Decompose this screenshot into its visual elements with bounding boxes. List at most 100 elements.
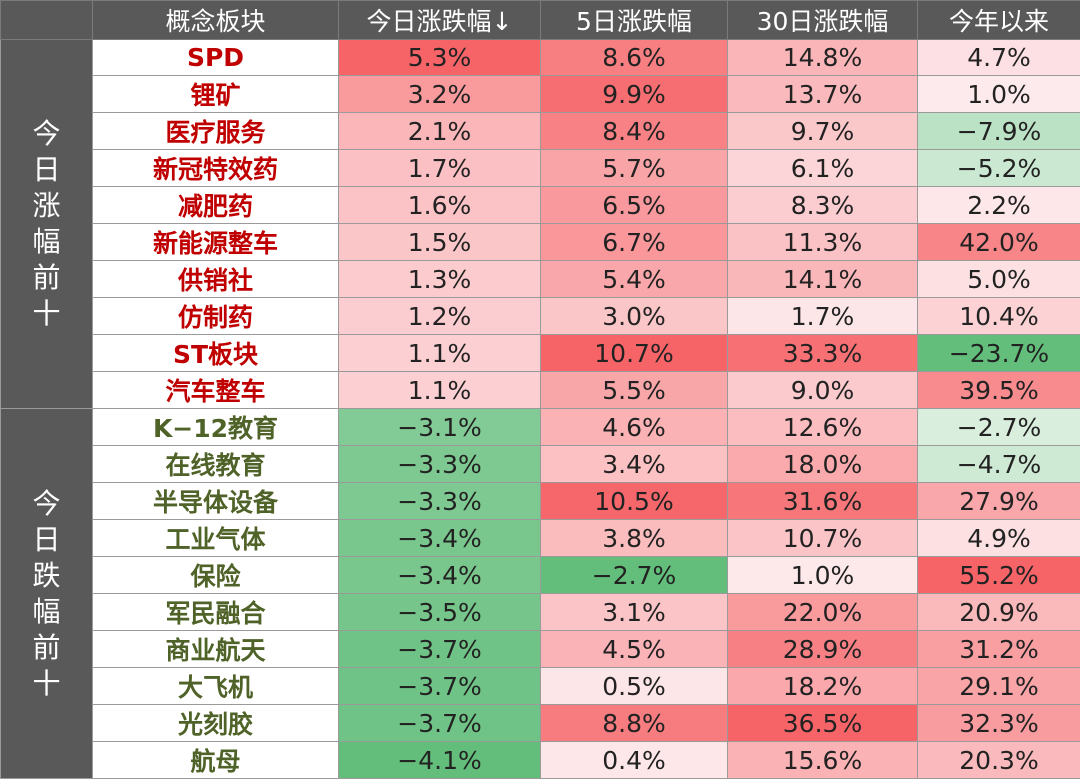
day-change-cell: 3.2% bbox=[339, 76, 541, 113]
ytd-change-cell: 4.9% bbox=[918, 520, 1080, 557]
sector-name-cell[interactable]: 新冠特效药 bbox=[93, 150, 339, 187]
sector-name-cell[interactable]: 光刻胶 bbox=[93, 705, 339, 742]
ytd-change-cell: 10.4% bbox=[918, 298, 1080, 335]
d30-change-cell: 18.0% bbox=[728, 446, 918, 483]
ytd-change-cell: −7.9% bbox=[918, 113, 1080, 150]
sector-name-cell[interactable]: 保险 bbox=[93, 557, 339, 594]
ytd-change-cell: 39.5% bbox=[918, 372, 1080, 409]
ytd-change-cell: 5.0% bbox=[918, 261, 1080, 298]
sector-name-cell[interactable]: 锂矿 bbox=[93, 76, 339, 113]
header-today-change-sorted[interactable]: 今日涨跌幅↓ bbox=[339, 1, 541, 40]
ytd-change-cell: 29.1% bbox=[918, 668, 1080, 705]
ytd-change-cell: −23.7% bbox=[918, 335, 1080, 372]
day-change-cell: −3.7% bbox=[339, 631, 541, 668]
sector-name-cell[interactable]: 航母 bbox=[93, 742, 339, 779]
day-change-cell: −3.5% bbox=[339, 594, 541, 631]
ytd-change-cell: 42.0% bbox=[918, 224, 1080, 261]
group-label-char: 十 bbox=[1, 666, 92, 702]
sector-name-cell[interactable]: 半导体设备 bbox=[93, 483, 339, 520]
sector-name-cell[interactable]: 在线教育 bbox=[93, 446, 339, 483]
header-30day-change[interactable]: 30日涨跌幅 bbox=[728, 1, 918, 40]
table-row[interactable]: 军民融合−3.5%3.1%22.0%20.9% bbox=[1, 594, 1080, 631]
ytd-change-cell: 2.2% bbox=[918, 187, 1080, 224]
sector-name-cell[interactable]: ST板块 bbox=[93, 335, 339, 372]
sector-name-cell[interactable]: 减肥药 bbox=[93, 187, 339, 224]
day-change-cell: 1.5% bbox=[339, 224, 541, 261]
sector-name-cell[interactable]: 汽车整车 bbox=[93, 372, 339, 409]
d30-change-cell: 12.6% bbox=[728, 409, 918, 446]
day-change-cell: −3.4% bbox=[339, 557, 541, 594]
d30-change-cell: 36.5% bbox=[728, 705, 918, 742]
day-change-cell: 1.1% bbox=[339, 372, 541, 409]
d30-change-cell: 18.2% bbox=[728, 668, 918, 705]
ytd-change-cell: −5.2% bbox=[918, 150, 1080, 187]
day-change-cell: −3.1% bbox=[339, 409, 541, 446]
table-row[interactable]: 商业航天−3.7%4.5%28.9%31.2% bbox=[1, 631, 1080, 668]
d30-change-cell: 10.7% bbox=[728, 520, 918, 557]
day-change-cell: 1.7% bbox=[339, 150, 541, 187]
group-label-char: 前 bbox=[1, 630, 92, 666]
header-ytd-change[interactable]: 今年以来 bbox=[918, 1, 1080, 40]
table-row[interactable]: 大飞机−3.7%0.5%18.2%29.1% bbox=[1, 668, 1080, 705]
day-change-cell: −3.7% bbox=[339, 705, 541, 742]
table-row[interactable]: 航母−4.1%0.4%15.6%20.3% bbox=[1, 742, 1080, 779]
ytd-change-cell: 31.2% bbox=[918, 631, 1080, 668]
d30-change-cell: 33.3% bbox=[728, 335, 918, 372]
sector-name-cell[interactable]: 仿制药 bbox=[93, 298, 339, 335]
group-label-top-losers: 今日跌幅前十 bbox=[1, 409, 93, 779]
group-label-char: 日 bbox=[1, 152, 92, 188]
sector-name-cell[interactable]: 大飞机 bbox=[93, 668, 339, 705]
d30-change-cell: 28.9% bbox=[728, 631, 918, 668]
table-row[interactable]: 光刻胶−3.7%8.8%36.5%32.3% bbox=[1, 705, 1080, 742]
sector-name-cell[interactable]: 医疗服务 bbox=[93, 113, 339, 150]
d30-change-cell: 6.1% bbox=[728, 150, 918, 187]
day-change-cell: 5.3% bbox=[339, 40, 541, 76]
sector-name-cell[interactable]: 商业航天 bbox=[93, 631, 339, 668]
ytd-change-cell: −4.7% bbox=[918, 446, 1080, 483]
table-row[interactable]: 保险−3.4%−2.7%1.0%55.2% bbox=[1, 557, 1080, 594]
sector-name-cell[interactable]: K−12教育 bbox=[93, 409, 339, 446]
day-change-cell: 1.3% bbox=[339, 261, 541, 298]
sector-name-cell[interactable]: 军民融合 bbox=[93, 594, 339, 631]
d5-change-cell: 3.8% bbox=[541, 520, 728, 557]
group-label-char: 跌 bbox=[1, 558, 92, 594]
sector-name-cell[interactable]: 新能源整车 bbox=[93, 224, 339, 261]
header-concept-sector[interactable]: 概念板块 bbox=[93, 1, 339, 40]
d30-change-cell: 15.6% bbox=[728, 742, 918, 779]
sector-name-cell[interactable]: SPD bbox=[93, 40, 339, 76]
d30-change-cell: 8.3% bbox=[728, 187, 918, 224]
ytd-change-cell: −2.7% bbox=[918, 409, 1080, 446]
ytd-change-cell: 20.3% bbox=[918, 742, 1080, 779]
header-5day-change[interactable]: 5日涨跌幅 bbox=[541, 1, 728, 40]
header-row: 概念板块 今日涨跌幅↓ 5日涨跌幅 30日涨跌幅 今年以来 bbox=[1, 1, 1080, 40]
d5-change-cell: 10.5% bbox=[541, 483, 728, 520]
d5-change-cell: 0.4% bbox=[541, 742, 728, 779]
d5-change-cell: 5.4% bbox=[541, 261, 728, 298]
group-label-top-gainers: 今日涨幅前十 bbox=[1, 40, 93, 409]
d5-change-cell: 8.6% bbox=[541, 40, 728, 76]
sector-name-cell[interactable]: 供销社 bbox=[93, 261, 339, 298]
table-row[interactable]: 在线教育−3.3%3.4%18.0%−4.7% bbox=[1, 446, 1080, 483]
day-change-cell: −3.7% bbox=[339, 668, 541, 705]
table-row[interactable]: 工业气体−3.4%3.8%10.7%4.9% bbox=[1, 520, 1080, 557]
ytd-change-cell: 55.2% bbox=[918, 557, 1080, 594]
table-row[interactable]: 半导体设备−3.3%10.5%31.6%27.9% bbox=[1, 483, 1080, 520]
ytd-change-cell: 27.9% bbox=[918, 483, 1080, 520]
d5-change-cell: 4.5% bbox=[541, 631, 728, 668]
group-label-char: 幅 bbox=[1, 594, 92, 630]
d5-change-cell: 0.5% bbox=[541, 668, 728, 705]
sector-name-cell[interactable]: 工业气体 bbox=[93, 520, 339, 557]
group-label-char: 涨 bbox=[1, 188, 92, 224]
